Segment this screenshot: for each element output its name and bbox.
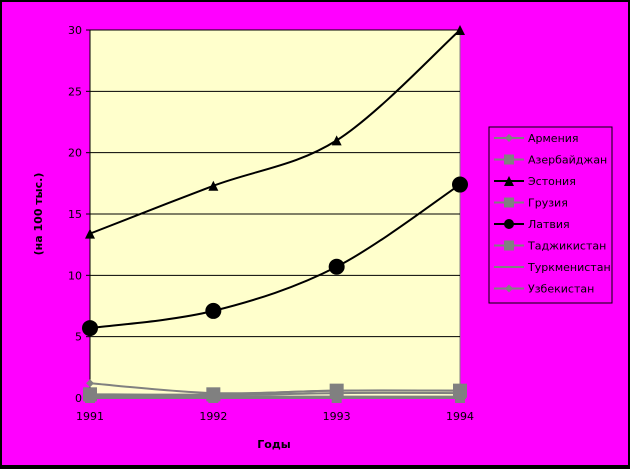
series-lines [89,29,461,400]
legend-swatch-marker [505,284,513,293]
data-point-marker [332,386,341,395]
series-line-3 [89,29,461,235]
data-point-marker [82,320,98,337]
y-axis-title-line2: (на 100 тыс.) [32,173,45,256]
data-point-marker [452,176,468,193]
y-tick-label: 10 [68,269,82,282]
legend-label: Азербайджан [528,154,607,167]
legend-swatch-marker [504,197,514,208]
y-tick-label: 25 [68,85,82,98]
x-axis: 1991 1992 1993 1994 [76,397,474,423]
legend-swatch-marker [504,240,514,251]
data-point-marker [205,302,222,319]
y-tick-label: 0 [75,392,82,405]
data-point-marker [331,135,342,146]
data-point-marker [328,258,345,275]
y-tick-label: 30 [68,24,82,37]
legend-label: Таджикистан [527,240,606,253]
gridlines [90,29,460,338]
data-point-marker [209,389,218,398]
y-tick-label: 20 [68,147,82,160]
legend-swatch-marker [504,154,514,165]
x-tick-label: 1992 [199,410,227,423]
series-line-1 [89,382,461,395]
x-axis-title: Годы [257,438,290,451]
legend-swatch-marker [504,176,514,186]
x-tick-label: 1993 [323,410,351,423]
data-point-marker [86,379,94,388]
y-tick-label: 15 [68,208,82,221]
legend-swatch-marker [504,219,514,229]
x-tick-label: 1991 [76,410,104,423]
legend-label: Латвия [528,218,570,231]
y-axis: 0 5 10 15 20 25 30 [68,24,91,405]
data-point-marker [455,25,465,35]
legend-swatch-marker [505,134,513,142]
legend-label: Узбекистан [528,283,594,296]
legend-label: Туркменистан [527,261,611,274]
data-point-marker [83,387,97,402]
data-point-marker [85,228,95,239]
legend-label: Армения [528,132,579,145]
legend: Армения Азербайджан Эстония Грузия Латвия Тад… [488,126,613,304]
legend-label: Грузия [528,197,568,210]
x-tick-label: 1994 [446,410,474,423]
series-markers [82,25,468,403]
series-line-6 [89,391,461,397]
y-tick-label: 5 [75,331,82,344]
data-point-marker [456,386,464,395]
legend-label: Эстония [528,175,576,188]
series-line-5 [89,183,461,330]
data-point-marker [208,180,219,191]
